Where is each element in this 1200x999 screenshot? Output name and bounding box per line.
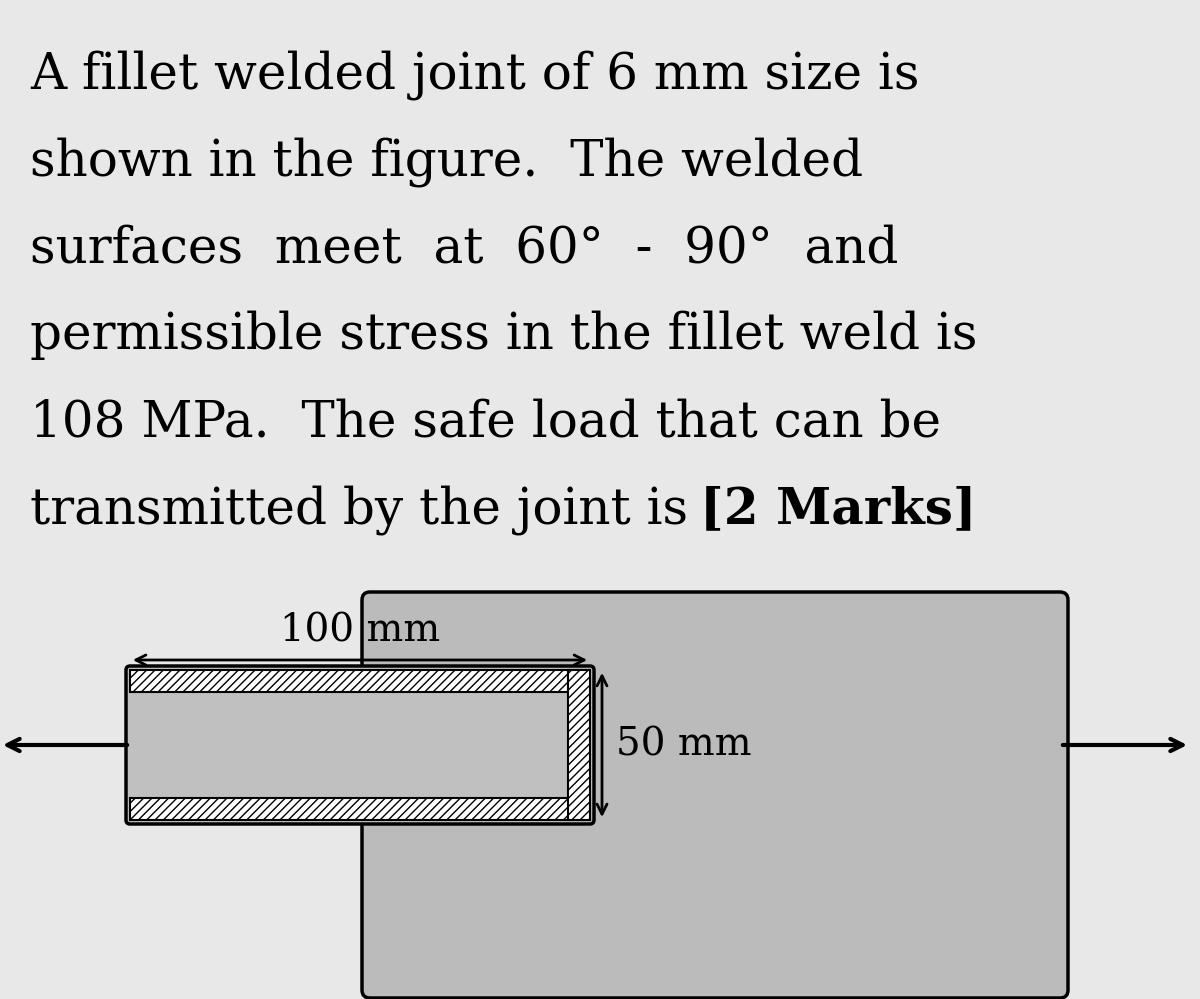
Text: transmitted by the joint is: transmitted by the joint is	[30, 485, 688, 534]
FancyBboxPatch shape	[362, 592, 1068, 998]
FancyBboxPatch shape	[126, 666, 594, 824]
Text: surfaces  meet  at  60°  -  90°  and: surfaces meet at 60° - 90° and	[30, 224, 899, 274]
Text: shown in the figure.  The welded: shown in the figure. The welded	[30, 137, 863, 187]
Bar	[130, 798, 590, 820]
Bar	[130, 670, 590, 692]
Text: 108 MPa.  The safe load that can be: 108 MPa. The safe load that can be	[30, 398, 941, 448]
Text: [2 Marks]: [2 Marks]	[700, 485, 977, 534]
Text: A fillet welded joint of 6 mm size is: A fillet welded joint of 6 mm size is	[30, 50, 919, 100]
Bar	[568, 670, 590, 820]
Text: 100 mm: 100 mm	[280, 613, 440, 650]
Text: permissible stress in the fillet weld is: permissible stress in the fillet weld is	[30, 311, 978, 361]
Text: 50 mm: 50 mm	[616, 726, 751, 763]
